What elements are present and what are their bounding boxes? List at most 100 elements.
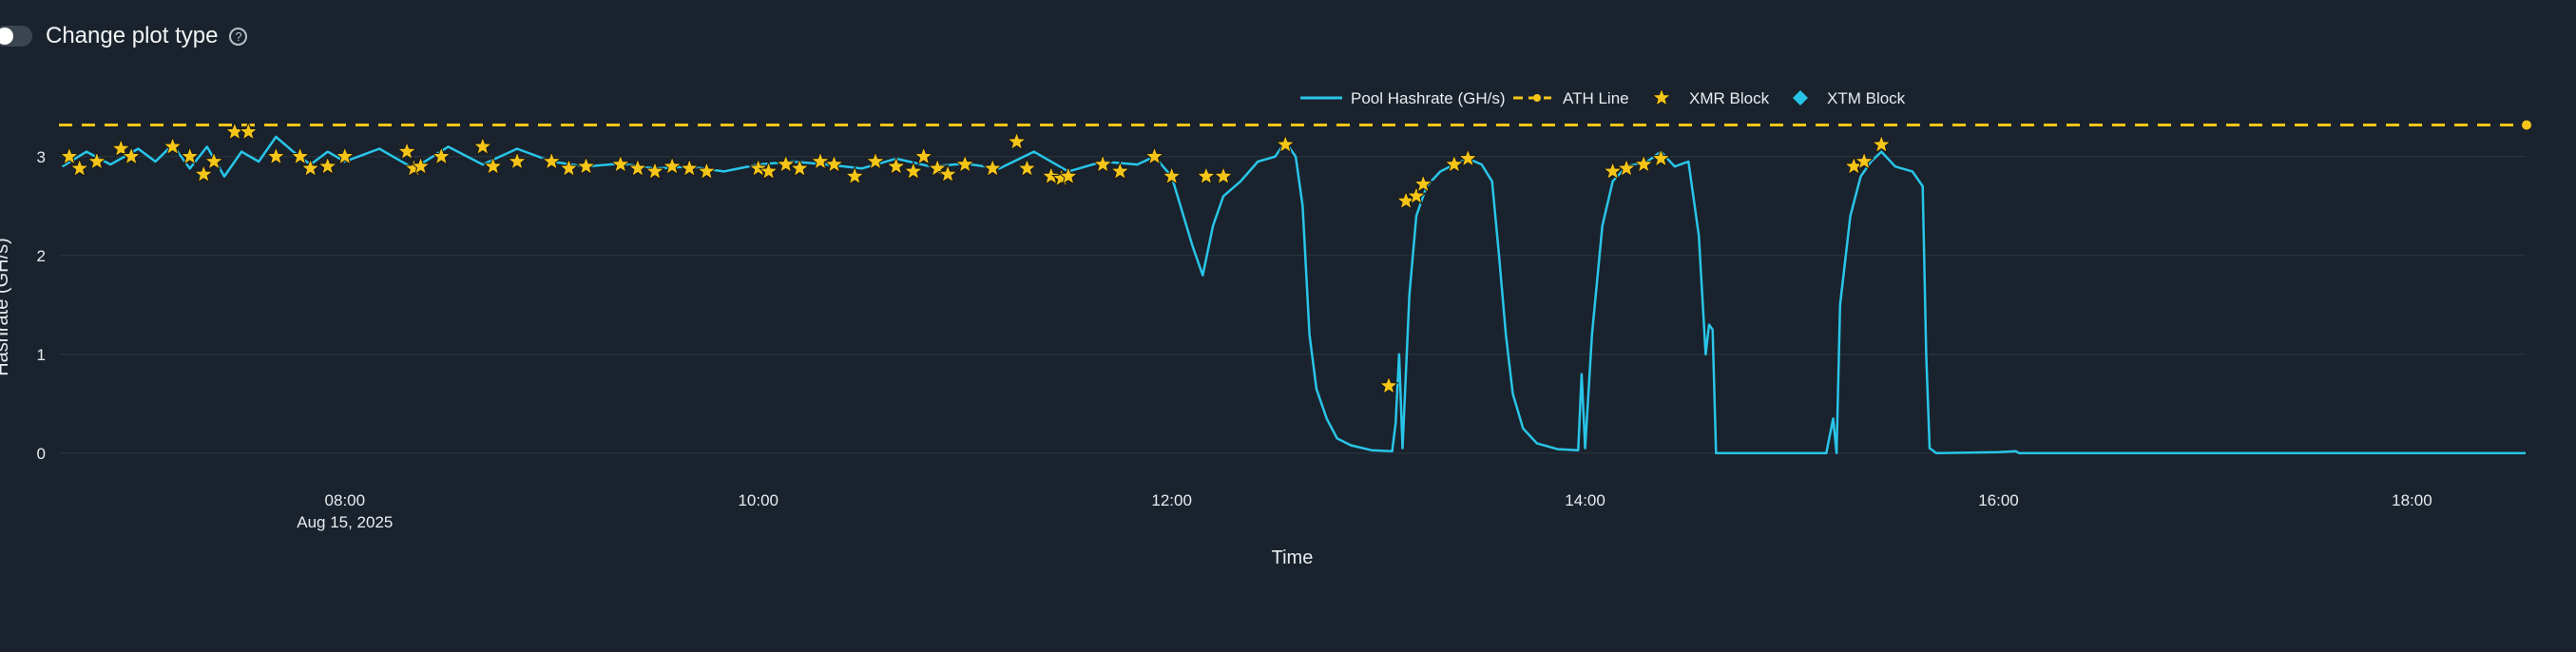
- xmr-block-marker: [1616, 157, 1637, 178]
- x-tick-label: 12:00: [1151, 491, 1192, 509]
- xmr-block-marker: [823, 153, 845, 174]
- xmr-block-marker: [844, 165, 866, 185]
- xmr-block-marker: [203, 150, 224, 171]
- plot-type-toggle-label: Change plot type: [46, 23, 219, 48]
- ath-line-layer: [59, 120, 2531, 130]
- y-tick-label: 2: [37, 247, 46, 265]
- xmr-block-marker: [1443, 153, 1465, 174]
- x-tick-sublabel: Aug 15, 2025: [297, 513, 393, 531]
- y-tick-label: 0: [37, 445, 46, 463]
- xmr-block-marker: [1109, 160, 1131, 181]
- xmr-block-marker: [644, 160, 665, 181]
- xmr-block-marker: [238, 121, 260, 142]
- x-tick-label: 10:00: [738, 491, 779, 509]
- xmr-block-marker: [193, 163, 215, 183]
- xmr-block-marker: [334, 145, 356, 166]
- xmr-block-marker: [865, 150, 886, 171]
- y-tick-label: 3: [37, 148, 46, 166]
- help-icon[interactable]: ?: [229, 27, 248, 46]
- xmr-block-marker: [747, 157, 769, 178]
- xmr-block-marker: [59, 145, 80, 166]
- xmr-block-marker: [1275, 133, 1297, 154]
- xmr-block-marker-layer: [59, 121, 1893, 395]
- xmr-block-marker: [541, 150, 563, 171]
- xmr-block-marker: [627, 157, 648, 178]
- xmr-block-marker: [1650, 147, 1672, 168]
- xmr-block-marker: [1457, 147, 1479, 168]
- legend-ath-dot: [1533, 94, 1541, 102]
- x-axis-title: Time: [1272, 547, 1314, 568]
- legend-xtm-label: XTM Block: [1827, 89, 1906, 107]
- xmr-block-marker: [789, 157, 811, 178]
- xmr-block-marker: [1413, 173, 1434, 194]
- y-tick-label: 1: [37, 346, 46, 364]
- xmr-block-marker: [110, 138, 132, 158]
- xmr-block-marker: [775, 153, 797, 174]
- xmr-block-marker: [1633, 153, 1655, 174]
- xmr-block-marker: [1092, 153, 1114, 174]
- xmr-block-marker: [810, 150, 831, 171]
- xmr-block-marker: [396, 141, 417, 161]
- xmr-block-marker: [902, 160, 924, 181]
- xmr-block-marker: [87, 150, 107, 171]
- xmr-block-marker: [1144, 145, 1165, 166]
- xmr-block-marker: [696, 160, 718, 181]
- legend-xmr-swatch: [1651, 86, 1672, 107]
- xmr-block-marker: [68, 157, 90, 178]
- xmr-block-marker: [1378, 374, 1399, 395]
- xmr-block-marker: [927, 157, 949, 178]
- xmr-block-marker: [913, 145, 934, 166]
- legend-xtm-swatch: [1793, 90, 1808, 105]
- xmr-block-marker: [299, 157, 321, 178]
- x-tick-label: 16:00: [1978, 491, 2019, 509]
- xmr-block-marker: [265, 145, 287, 166]
- xmr-block-marker: [662, 155, 682, 176]
- hashrate-line: [61, 135, 2526, 455]
- xmr-block-marker: [1854, 150, 1874, 171]
- legend-xmr-label: XMR Block: [1689, 89, 1770, 107]
- xmr-block-marker: [179, 145, 201, 166]
- xmr-block-marker: [1196, 165, 1217, 185]
- xmr-block-marker: [1058, 165, 1079, 185]
- xmr-block-marker: [1016, 157, 1038, 178]
- xmr-block-marker: [471, 135, 493, 156]
- toggle-knob: [0, 28, 13, 45]
- xmr-block-marker: [289, 145, 311, 166]
- legend-ath-label: ATH Line: [1563, 89, 1629, 107]
- xmr-block-marker: [609, 153, 631, 174]
- xmr-block-marker: [431, 145, 452, 166]
- xmr-block-marker: [1006, 130, 1028, 151]
- xmr-block-marker: [758, 160, 779, 181]
- y-axis-title: Hashrate (GH/s): [0, 238, 12, 376]
- ath-line-endpoint: [2522, 120, 2531, 130]
- xmr-block-marker: [121, 145, 142, 166]
- x-tick-label: 08:00: [325, 491, 366, 509]
- xmr-block-marker: [558, 157, 580, 178]
- xmr-block-marker: [1040, 165, 1062, 185]
- xmr-block-marker: [1871, 133, 1893, 154]
- hashrate-series-layer: [61, 135, 2526, 455]
- xmr-block-marker: [317, 155, 338, 176]
- legend-hashrate-label: Pool Hashrate (GH/s): [1351, 89, 1506, 107]
- legend: Pool Hashrate (GH/s) ATH Line XMR Block XTM…: [1300, 86, 1906, 107]
- axis-layer: 0 1 2 3 08:00 Aug 15, 2025 10:00 12:00 14:00 16:0…: [0, 148, 2432, 568]
- xmr-block-marker: [679, 157, 701, 178]
- plot-type-toggle-bar: Change plot type ?: [0, 17, 248, 55]
- x-tick-label: 14:00: [1565, 491, 1605, 509]
- xmr-block-marker: [1213, 165, 1234, 185]
- xmr-block-marker: [507, 150, 528, 171]
- xmr-block-marker: [1406, 184, 1427, 205]
- xmr-block-marker: [954, 153, 976, 174]
- plot-type-toggle[interactable]: [0, 26, 32, 47]
- xmr-block-marker: [575, 155, 597, 176]
- grid-layer: [59, 156, 2526, 454]
- xmr-block-marker: [1161, 165, 1182, 185]
- xmr-block-marker: [1602, 160, 1624, 181]
- xmr-block-marker: [410, 155, 432, 176]
- xmr-block-marker: [482, 155, 504, 176]
- xmr-block-marker: [162, 135, 183, 156]
- xmr-block-marker: [982, 157, 1004, 178]
- xmr-block-marker: [937, 163, 958, 183]
- x-tick-label: 18:00: [2392, 491, 2432, 509]
